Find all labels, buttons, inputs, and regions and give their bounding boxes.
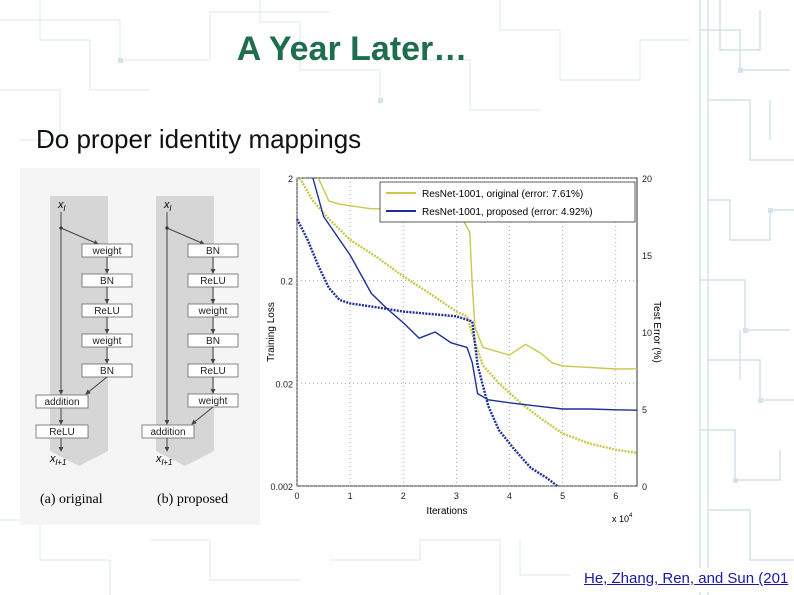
x-multiplier: x 104 (612, 513, 633, 524)
proposed-block-4: BN (206, 336, 220, 347)
original-output-label: xl+1 (49, 453, 66, 467)
x-tick-label: 3 (454, 491, 459, 501)
y-left-tick-label: 0.02 (275, 379, 293, 389)
original-after-addition: ReLU (49, 427, 75, 438)
y-right-tick-label: 15 (642, 251, 652, 261)
x-axis-label: Iterations (426, 506, 467, 517)
proposed-shortcut-band (156, 196, 214, 451)
y-right-tick-label: 20 (642, 174, 652, 184)
series-original-test-error (317, 177, 638, 370)
y-axis-right-label: Test Error (%) (651, 301, 662, 363)
proposed-block-3: weight (198, 306, 228, 317)
original-unit: xl weight BN ReLU weight BN (35, 196, 133, 507)
series-proposed-training-loss (295, 218, 559, 487)
legend-label-original: ResNet-1001, original (error: 7.61%) (422, 189, 583, 200)
proposed-caption: (b) proposed (157, 492, 228, 507)
plot-area (296, 177, 638, 487)
slide-subtitle: Do proper identity mappings (36, 124, 362, 154)
residual-unit-diagram-svg: xl weight BN ReLU weight BN (35, 196, 239, 507)
y-right-tick-label: 5 (642, 405, 647, 415)
original-block-1: weight (92, 246, 122, 257)
proposed-unit: xl BN ReLU weight BN ReLU (141, 196, 239, 507)
slide-title: A Year Later… (236, 30, 468, 68)
proposed-block-5: ReLU (200, 366, 226, 377)
original-block-3: ReLU (94, 306, 120, 317)
y-left-tick-label: 0.002 (270, 482, 293, 492)
original-block-4: weight (92, 336, 122, 347)
y-axis-left-label: Training Loss (266, 302, 277, 362)
training-curves-chart: 0 1 2 3 4 5 6 2 0.2 0.02 0.002 20 15 10 5 0 Iterations … (262, 168, 664, 530)
original-addition: addition (44, 397, 79, 408)
proposed-block-6: weight (198, 396, 228, 407)
x-tick-label: 4 (507, 491, 512, 501)
x-tick-label: 5 (560, 491, 565, 501)
proposed-addition: addition (150, 427, 185, 438)
x-tick-label: 2 (401, 491, 406, 501)
citation: He, Zhang, Ren, and Sun (201 (584, 568, 794, 592)
original-block-2: BN (100, 276, 114, 287)
proposed-output-label: xl+1 (155, 453, 172, 467)
proposed-block-1: BN (206, 246, 220, 257)
x-tick-label: 1 (348, 491, 353, 501)
original-shortcut-band (50, 196, 108, 451)
y-right-tick-label: 10 (642, 328, 652, 338)
original-block-5: BN (100, 366, 114, 377)
proposed-block-2: ReLU (200, 276, 226, 287)
series-proposed-test-error (312, 177, 638, 411)
citation-link[interactable]: He, Zhang, Ren, and Sun (201 (584, 570, 789, 587)
y-left-tick-label: 2 (288, 174, 293, 184)
proposed-input-label: xl (163, 199, 172, 213)
x-tick-label: 6 (613, 491, 618, 501)
x-tick-label: 0 (294, 491, 299, 501)
original-input-label: xl (57, 199, 66, 213)
y-left-tick-label: 0.2 (280, 277, 293, 287)
residual-unit-diagrams: xl weight BN ReLU weight BN (20, 168, 260, 525)
legend-label-proposed: ResNet-1001, proposed (error: 4.92%) (422, 207, 593, 218)
series-original-training-loss (298, 177, 638, 455)
legend: ResNet-1001, original (error: 7.61%) Res… (379, 181, 636, 223)
original-caption: (a) original (40, 492, 103, 507)
y-right-tick-label: 0 (642, 482, 647, 492)
